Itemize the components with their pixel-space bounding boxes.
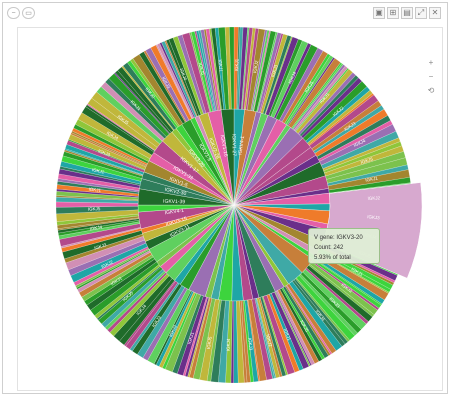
chart-toolbar: ▣ ⊞ ▤ ⤢ ✕	[373, 7, 441, 19]
outer-ring-label: IGKJ5	[299, 319, 310, 333]
outer-ring-label: IGKJ3	[161, 76, 172, 90]
minimize-button[interactable]: −	[7, 7, 20, 19]
outer-ring-label: IGKJ2	[144, 86, 156, 99]
window-controls: − ▭	[7, 7, 35, 21]
maximize-button[interactable]: ▭	[22, 7, 35, 19]
outer-ring-label: IGKJ2	[252, 60, 259, 74]
outer-ring-label: IGKJ4	[353, 138, 367, 148]
inner-ring-label: IGKV1-39	[163, 199, 185, 206]
outer-ring-label: IGKJ4	[179, 68, 188, 82]
outer-ring-label: IGKJ1	[110, 275, 124, 286]
zoom-out-icon[interactable]: −	[428, 72, 434, 81]
outer-ring-label: IGKJ3	[151, 315, 162, 329]
outer-ring-label: IGKJ1	[234, 58, 239, 71]
chart-tooltip: V gene: IGKV3-20 Count: 242 5.93% of tot…	[308, 228, 380, 264]
outer-ring-label: IGKJ4	[314, 309, 326, 322]
tooltip-percent: 5.93% of total	[314, 255, 351, 261]
outer-ring-label: IGKJ2	[168, 324, 178, 338]
outer-ring-label: IGKJ4	[106, 130, 120, 141]
outer-ring-label: IGKJ5	[116, 114, 129, 126]
outer-ring-label: IGKJ1	[283, 328, 292, 342]
zoom-controls: + − ⟲	[426, 58, 436, 96]
zoom-in-icon[interactable]: +	[428, 58, 434, 67]
outer-ring-label: IGKJ5	[198, 62, 206, 76]
tooltip-count: Count: 242	[314, 245, 344, 251]
chart-icon[interactable]: ▤	[401, 7, 413, 19]
outer-ring-label: IGKJ3	[270, 64, 279, 78]
outer-ring-label: IGKJ3	[343, 121, 357, 132]
inner-ring-label: IGKV4-1	[164, 208, 184, 217]
expand-icon[interactable]: ⤢	[415, 7, 427, 19]
outer-ring-label: IGKJ5	[206, 336, 213, 350]
outer-ring-label: IGKJ1	[350, 267, 364, 278]
outer-ring-label: IGKJ2	[265, 334, 273, 348]
outer-ring-label: IGKJ4	[226, 338, 231, 351]
inner-ring-label: IGKV4-1	[237, 135, 246, 155]
table-icon[interactable]: ⊞	[387, 7, 399, 19]
outer-ring-label: IGKJ1	[365, 176, 379, 183]
outer-ring-label: IGKJ2	[367, 195, 380, 200]
inner-ring-label: IGKV1-27	[230, 134, 236, 156]
outer-ring-label: IGKJ5	[88, 206, 101, 211]
outer-ring-label: IGKJ1	[187, 331, 196, 345]
outer-segment[interactable]	[229, 26, 235, 110]
reset-icon[interactable]: ⟲	[427, 86, 435, 95]
outer-ring-label: IGKJ3	[247, 338, 253, 351]
outer-ring-label: IGKJ1	[217, 59, 223, 72]
outer-ring-label: IGKJ3	[94, 242, 108, 251]
outer-ring-label: IGKJ2	[92, 167, 106, 175]
outer-ring-label: IGKJ5	[360, 156, 374, 165]
outer-ring-label: IGKJ3	[367, 214, 380, 220]
outer-ring-label: IGKJ5	[304, 80, 315, 94]
inner-ring-label: IGKV1-16	[219, 135, 229, 158]
outer-ring-label: IGKJ2	[340, 282, 353, 294]
outer-ring-label: IGKJ4	[89, 224, 103, 231]
outer-ring-label: IGKJ2	[100, 259, 114, 269]
outer-ring-label: IGKJ4	[287, 71, 297, 85]
inner-ring-label: IGKV2-30	[164, 187, 187, 197]
outer-ring-label: IGKJ1	[88, 187, 101, 193]
tooltip-gene: V gene: IGKV3-20	[314, 235, 363, 241]
outer-ring-label: IGKJ3	[97, 148, 111, 157]
save-icon[interactable]: ▣	[373, 7, 385, 19]
close-icon[interactable]: ✕	[429, 7, 441, 19]
